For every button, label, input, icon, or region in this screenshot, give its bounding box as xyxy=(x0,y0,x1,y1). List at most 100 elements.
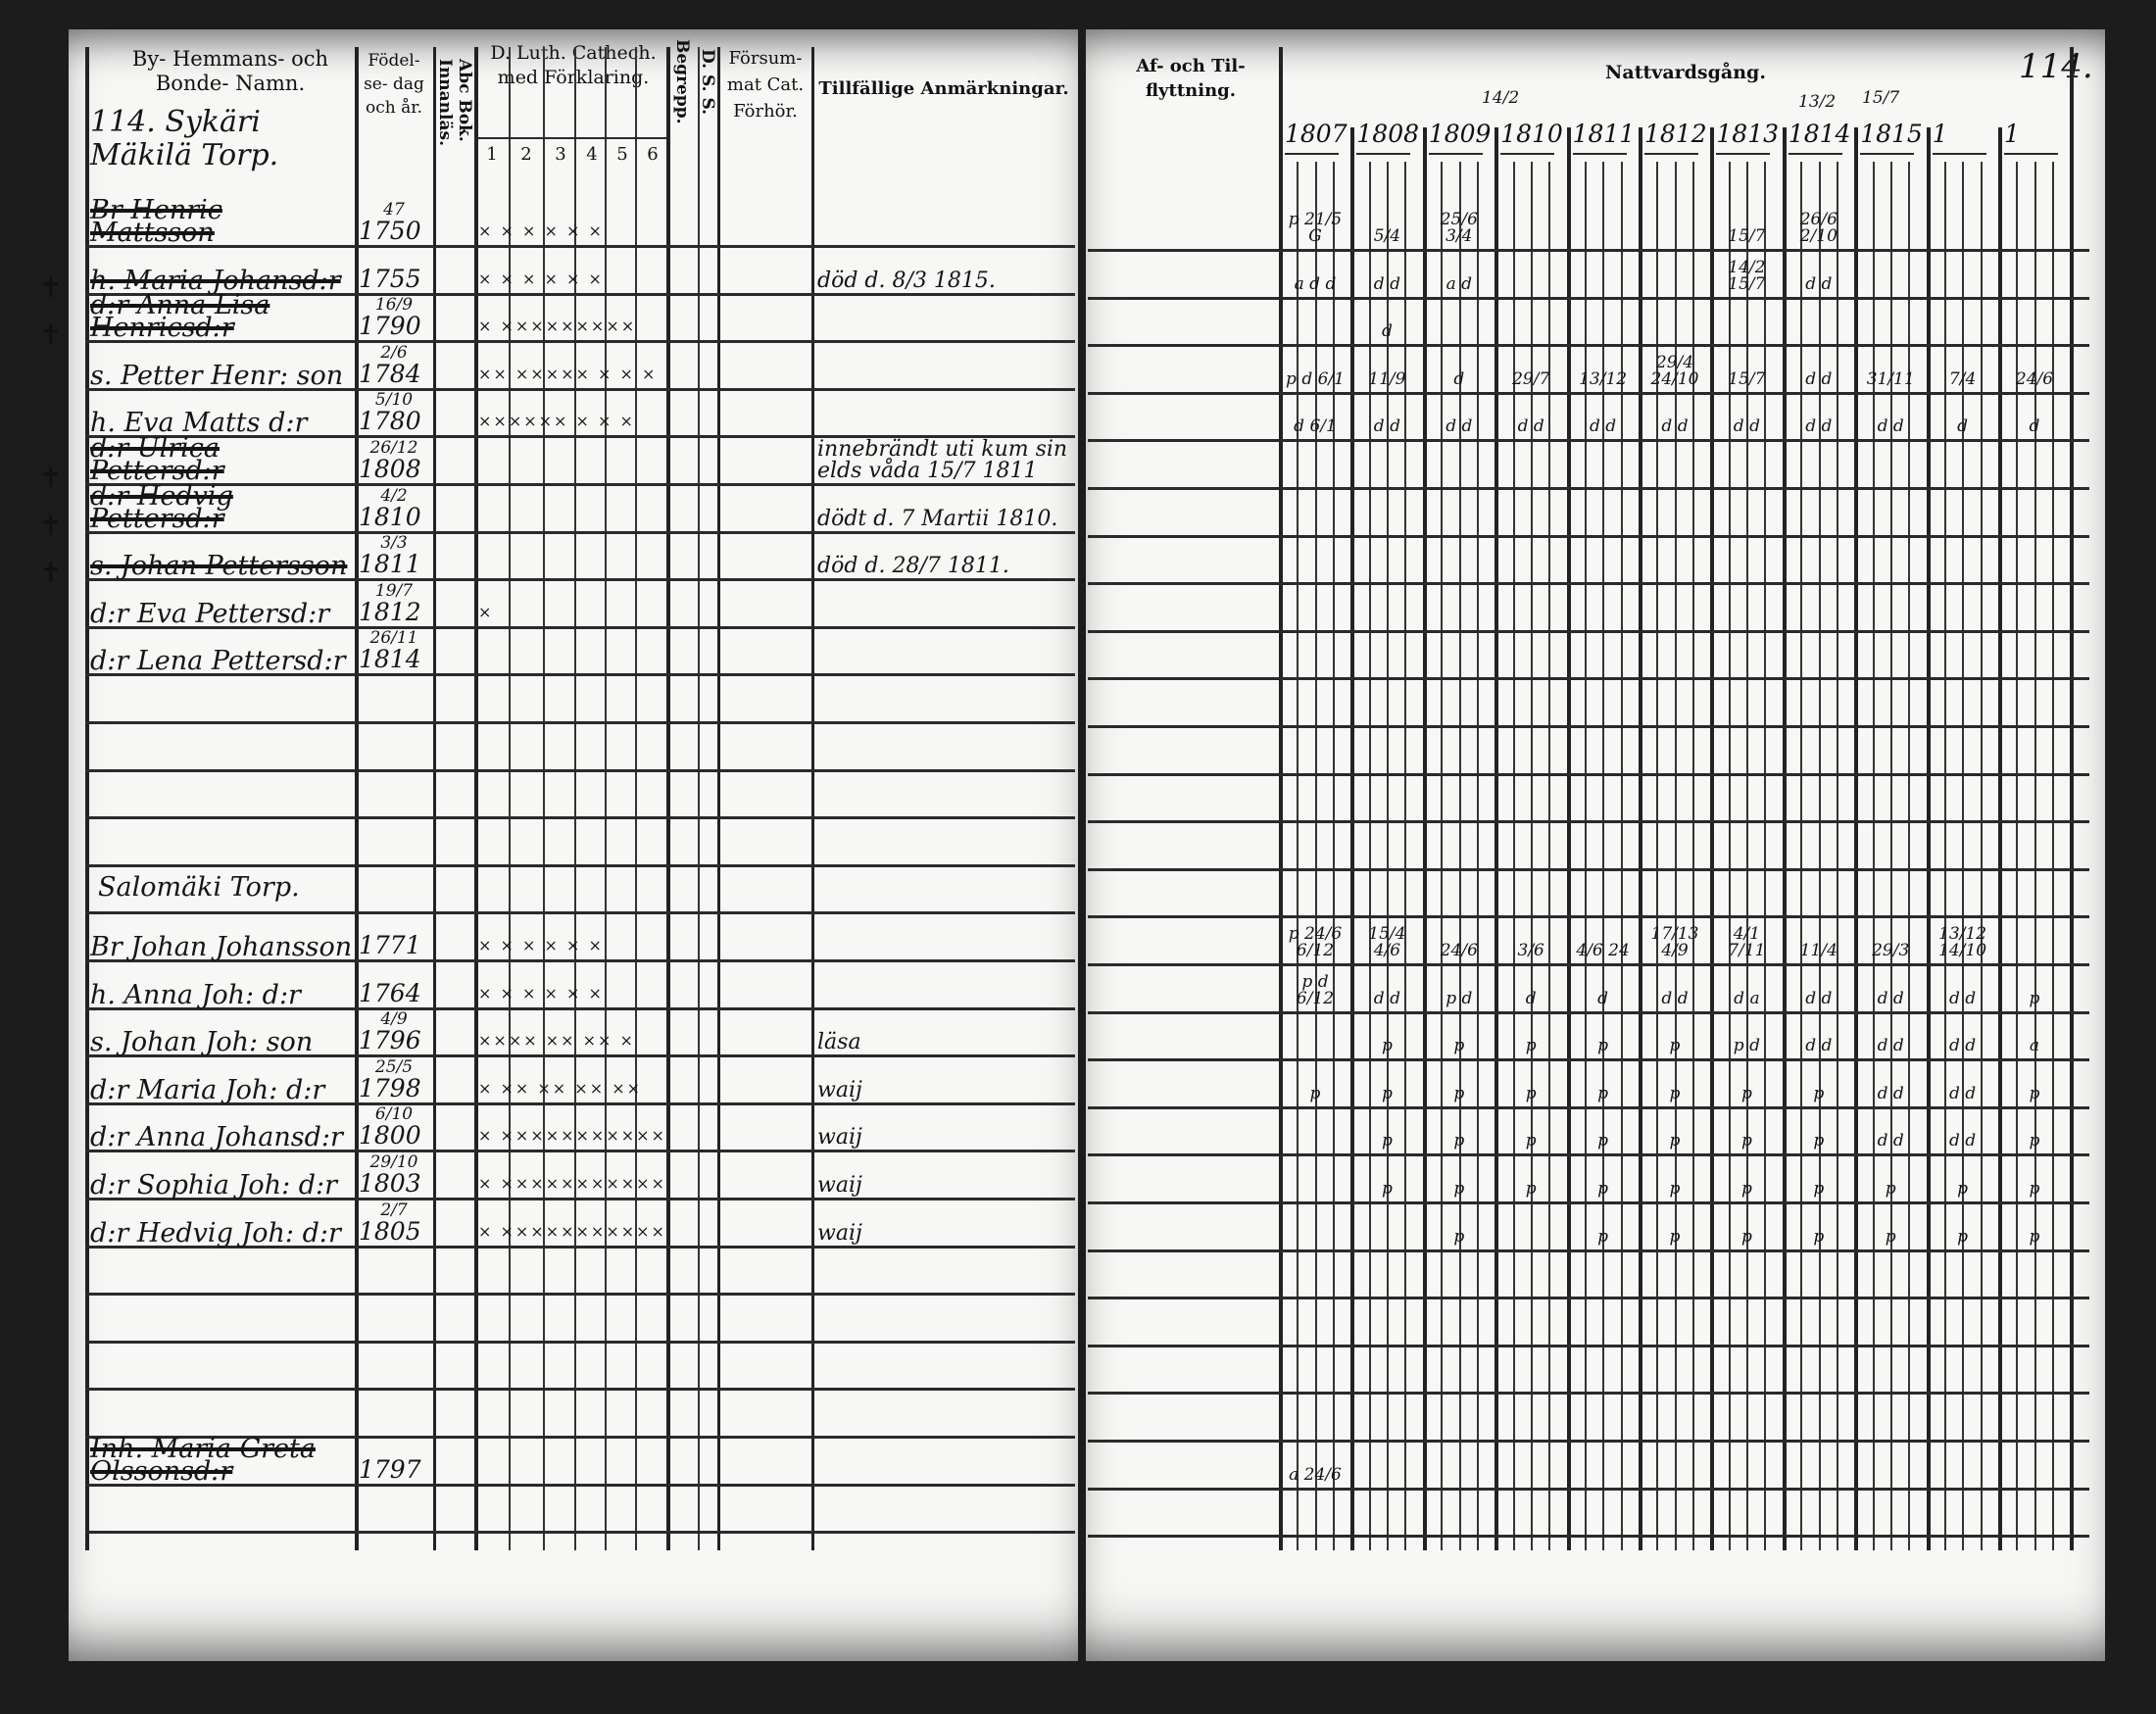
catechism-marks: × × × × × × xyxy=(478,983,604,1003)
communion-mark: d a xyxy=(1734,988,1760,1008)
year-subdivider xyxy=(1818,162,1821,1551)
communion-mark: p xyxy=(1669,1131,1681,1151)
row-line xyxy=(1088,344,2089,348)
death-cross-icon: ✝ xyxy=(39,462,63,494)
year-subdivider xyxy=(1656,162,1659,1551)
communion-mark: d d xyxy=(1877,1131,1904,1151)
communion-mark: a d d xyxy=(1294,273,1337,294)
communion-mark: p xyxy=(1957,1226,1969,1247)
catechism-marks: × xyxy=(478,602,494,621)
birth-year: 1797 xyxy=(359,1454,421,1484)
year-subdivider xyxy=(1387,162,1390,1551)
birth-day: 25/5 xyxy=(374,1056,414,1077)
year-divider xyxy=(1782,127,1787,1551)
communion-mark: p xyxy=(1597,1036,1609,1056)
birth-year: 1750 xyxy=(359,217,421,245)
communion-mark: d d xyxy=(1877,1036,1904,1056)
year-subdivider xyxy=(2034,162,2036,1551)
communion-mark: 11/4 xyxy=(1799,941,1838,960)
communion-mark: a d xyxy=(1446,273,1472,294)
communion-mark: d d xyxy=(1949,1036,1977,1056)
communion-mark: p xyxy=(1525,1131,1537,1151)
year-subdivider xyxy=(1943,162,1946,1551)
birth-day: 26/11 xyxy=(369,628,418,649)
birth-year: 1803 xyxy=(359,1169,421,1198)
communion-mark: p xyxy=(1453,1083,1465,1103)
year-header: 1 xyxy=(1932,120,1948,148)
year-divider xyxy=(1494,127,1499,1551)
communion-mark: a xyxy=(2029,1036,2040,1056)
communion-mark: p xyxy=(1885,1179,1896,1199)
year-subdivider xyxy=(1368,162,1371,1551)
row-line xyxy=(1088,677,2089,681)
year-divider xyxy=(1854,127,1859,1551)
birth-year: 1810 xyxy=(359,502,421,531)
communion-mark: p xyxy=(1740,1179,1752,1199)
year-underline xyxy=(2004,153,2058,155)
year-divider xyxy=(1566,127,1571,1551)
communion-mark: d d xyxy=(1805,1036,1833,1056)
birth-day: 29/10 xyxy=(369,1152,418,1172)
year-divider xyxy=(1710,127,1715,1551)
year-subdivider xyxy=(1980,162,1983,1551)
catechism-column-number: 5 xyxy=(616,144,628,165)
person-name: d:r Maria Joh: d:r xyxy=(90,1074,325,1105)
communion-mark: 24/6 xyxy=(2015,368,2054,389)
row-line xyxy=(85,1198,1075,1200)
communion-mark: d xyxy=(1453,368,1465,389)
right-page xyxy=(1086,29,2105,1661)
birth-day: 4/9 xyxy=(380,1009,408,1030)
birth-year: 1800 xyxy=(359,1121,421,1151)
column-divider xyxy=(509,47,511,1551)
communion-mark: p xyxy=(2029,1179,2040,1199)
communion-mark: 4/6 24 xyxy=(1576,941,1630,960)
row-line xyxy=(85,530,1075,534)
communion-mark: p xyxy=(1669,1226,1681,1247)
row-line xyxy=(85,1340,1075,1344)
communion-mark: d d xyxy=(1805,988,1833,1008)
communion-mark: d d xyxy=(1661,416,1689,437)
person-name: s. Johan Pettersson xyxy=(90,551,348,582)
birth-day: 19/7 xyxy=(374,580,414,601)
row-line xyxy=(85,959,1075,962)
year-subdivider xyxy=(1764,162,1767,1551)
communion-mark: 25/6 3/4 xyxy=(1440,210,1478,246)
header-catechism-column: D. Luth. Cathech. med Förklaring. xyxy=(490,42,657,88)
birth-day: 47 xyxy=(383,200,405,220)
row-line xyxy=(85,483,1075,486)
row-line xyxy=(85,292,1075,296)
person-name: s. Johan Joh: son xyxy=(90,1027,314,1058)
year-underline xyxy=(1428,153,1483,155)
year-subdivider xyxy=(1872,162,1875,1551)
communion-mark: p xyxy=(1597,1083,1609,1103)
row-line xyxy=(1088,439,2089,443)
birth-day: 2/6 xyxy=(380,342,408,363)
row-line xyxy=(1088,1201,2089,1204)
row-line xyxy=(1088,629,2089,633)
communion-mark: d d xyxy=(1517,416,1544,437)
death-cross-icon: ✝ xyxy=(39,318,63,352)
row-line xyxy=(1088,582,2089,586)
communion-mark: 11/9 xyxy=(1368,368,1406,389)
person-name: d:r Ulrica Pettersd:r xyxy=(90,433,224,486)
row-line xyxy=(85,1054,1075,1058)
communion-mark: p xyxy=(1813,1179,1825,1199)
birth-year: 1790 xyxy=(359,312,421,341)
catechism-column-number: 3 xyxy=(555,144,566,165)
row-line xyxy=(85,1293,1075,1297)
header-begrepp-column: Begrepp. xyxy=(672,39,692,124)
column-divider xyxy=(717,47,720,1551)
row-line xyxy=(1088,1010,2089,1014)
row-line xyxy=(1088,772,2089,776)
communion-mark: d d xyxy=(1373,273,1400,294)
communion-mark: 13/12 14/10 xyxy=(1938,924,1987,960)
year-subdivider xyxy=(1620,162,1623,1551)
remark: waij xyxy=(817,1125,862,1151)
catechism-marks: × × × × × × xyxy=(478,221,604,240)
row-line xyxy=(1088,820,2089,824)
row-line xyxy=(85,721,1075,724)
column-divider xyxy=(474,47,478,1551)
remark: innebrändt uti kum sin elds våda 15/7 18… xyxy=(817,437,1068,483)
row-line xyxy=(1088,1440,2089,1443)
row-line xyxy=(85,1150,1075,1153)
